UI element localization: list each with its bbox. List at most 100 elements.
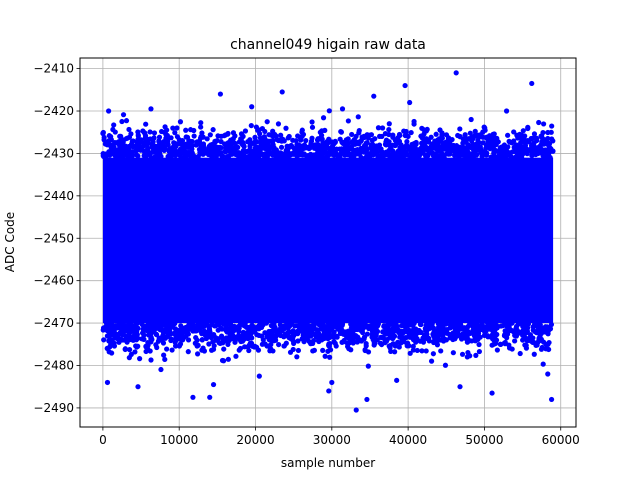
data-point [459, 146, 465, 153]
y-tick-label: −2460 [33, 274, 74, 288]
data-point [200, 143, 206, 150]
data-point [177, 119, 184, 125]
outlier-point [210, 381, 217, 388]
data-point [309, 119, 315, 125]
data-point [485, 334, 491, 340]
data-point [426, 335, 432, 342]
data-point [147, 129, 153, 135]
data-point [225, 334, 232, 341]
data-point [240, 139, 246, 146]
outlier-point [190, 394, 196, 400]
data-point [253, 149, 259, 155]
data-point [345, 118, 351, 124]
data-point [348, 324, 355, 331]
data-point [476, 348, 483, 355]
data-point [109, 337, 115, 343]
data-point [177, 149, 183, 155]
data-point [126, 327, 133, 333]
data-point [409, 332, 416, 338]
data-point [222, 132, 229, 138]
data-point [428, 358, 435, 364]
data-point [439, 324, 446, 330]
data-point [269, 144, 275, 150]
data-point [425, 152, 431, 158]
data-point [454, 150, 461, 156]
data-point [211, 343, 217, 349]
data-point [284, 143, 290, 149]
data-point [147, 324, 153, 330]
data-point [468, 116, 474, 123]
outlier-point [503, 108, 510, 114]
data-point [477, 334, 483, 340]
data-point [348, 144, 355, 150]
x-tick-label: 0 [99, 433, 107, 447]
data-point [129, 153, 135, 160]
data-point [548, 146, 554, 152]
data-point [238, 131, 245, 137]
data-point [515, 321, 521, 327]
data-point [122, 346, 128, 352]
data-point [359, 134, 365, 140]
data-point [376, 142, 383, 148]
data-point [121, 337, 127, 343]
data-point [544, 327, 550, 333]
data-point [361, 142, 368, 149]
data-point [393, 151, 399, 157]
data-point [161, 129, 168, 135]
data-point [219, 153, 225, 159]
data-point [389, 326, 395, 333]
data-point [379, 149, 386, 155]
data-point [149, 336, 155, 343]
data-point [388, 348, 394, 355]
data-point [111, 150, 117, 156]
data-point [328, 321, 334, 327]
data-point [151, 130, 158, 136]
data-point [283, 340, 289, 346]
x-tick-label: 60000 [542, 433, 580, 447]
data-point [143, 348, 149, 355]
data-point [411, 320, 417, 326]
data-point [442, 362, 449, 368]
data-point [486, 323, 492, 329]
data-point [183, 333, 189, 339]
data-point [100, 129, 106, 136]
data-point [422, 325, 428, 332]
data-point [450, 336, 456, 343]
data-point [285, 135, 291, 141]
data-point [415, 328, 421, 334]
data-point [224, 154, 230, 160]
data-point [232, 146, 239, 152]
data-point [162, 124, 168, 130]
data-point [385, 328, 391, 334]
data-point [480, 134, 486, 140]
data-point [459, 351, 466, 357]
data-point [386, 121, 392, 127]
data-point [464, 146, 470, 153]
data-point [213, 153, 219, 160]
data-point [445, 136, 451, 142]
outlier-point [135, 384, 141, 390]
data-point [127, 347, 133, 353]
data-point [464, 324, 470, 330]
data-point [214, 137, 220, 144]
data-point [143, 154, 149, 160]
data-point [365, 349, 372, 355]
data-point [143, 135, 150, 142]
data-point [384, 152, 390, 158]
data-point [386, 131, 392, 138]
data-point [116, 149, 122, 155]
data-point [129, 337, 136, 343]
data-point [439, 130, 445, 136]
data-point [227, 143, 234, 149]
data-point [182, 328, 188, 335]
data-point [474, 152, 480, 158]
data-point [353, 133, 359, 139]
data-point [237, 345, 244, 352]
data-point [233, 353, 239, 359]
data-point [400, 153, 406, 159]
data-point [216, 340, 222, 346]
data-point [433, 131, 439, 137]
data-point [118, 324, 125, 330]
data-point [414, 147, 421, 153]
data-point [373, 326, 379, 332]
